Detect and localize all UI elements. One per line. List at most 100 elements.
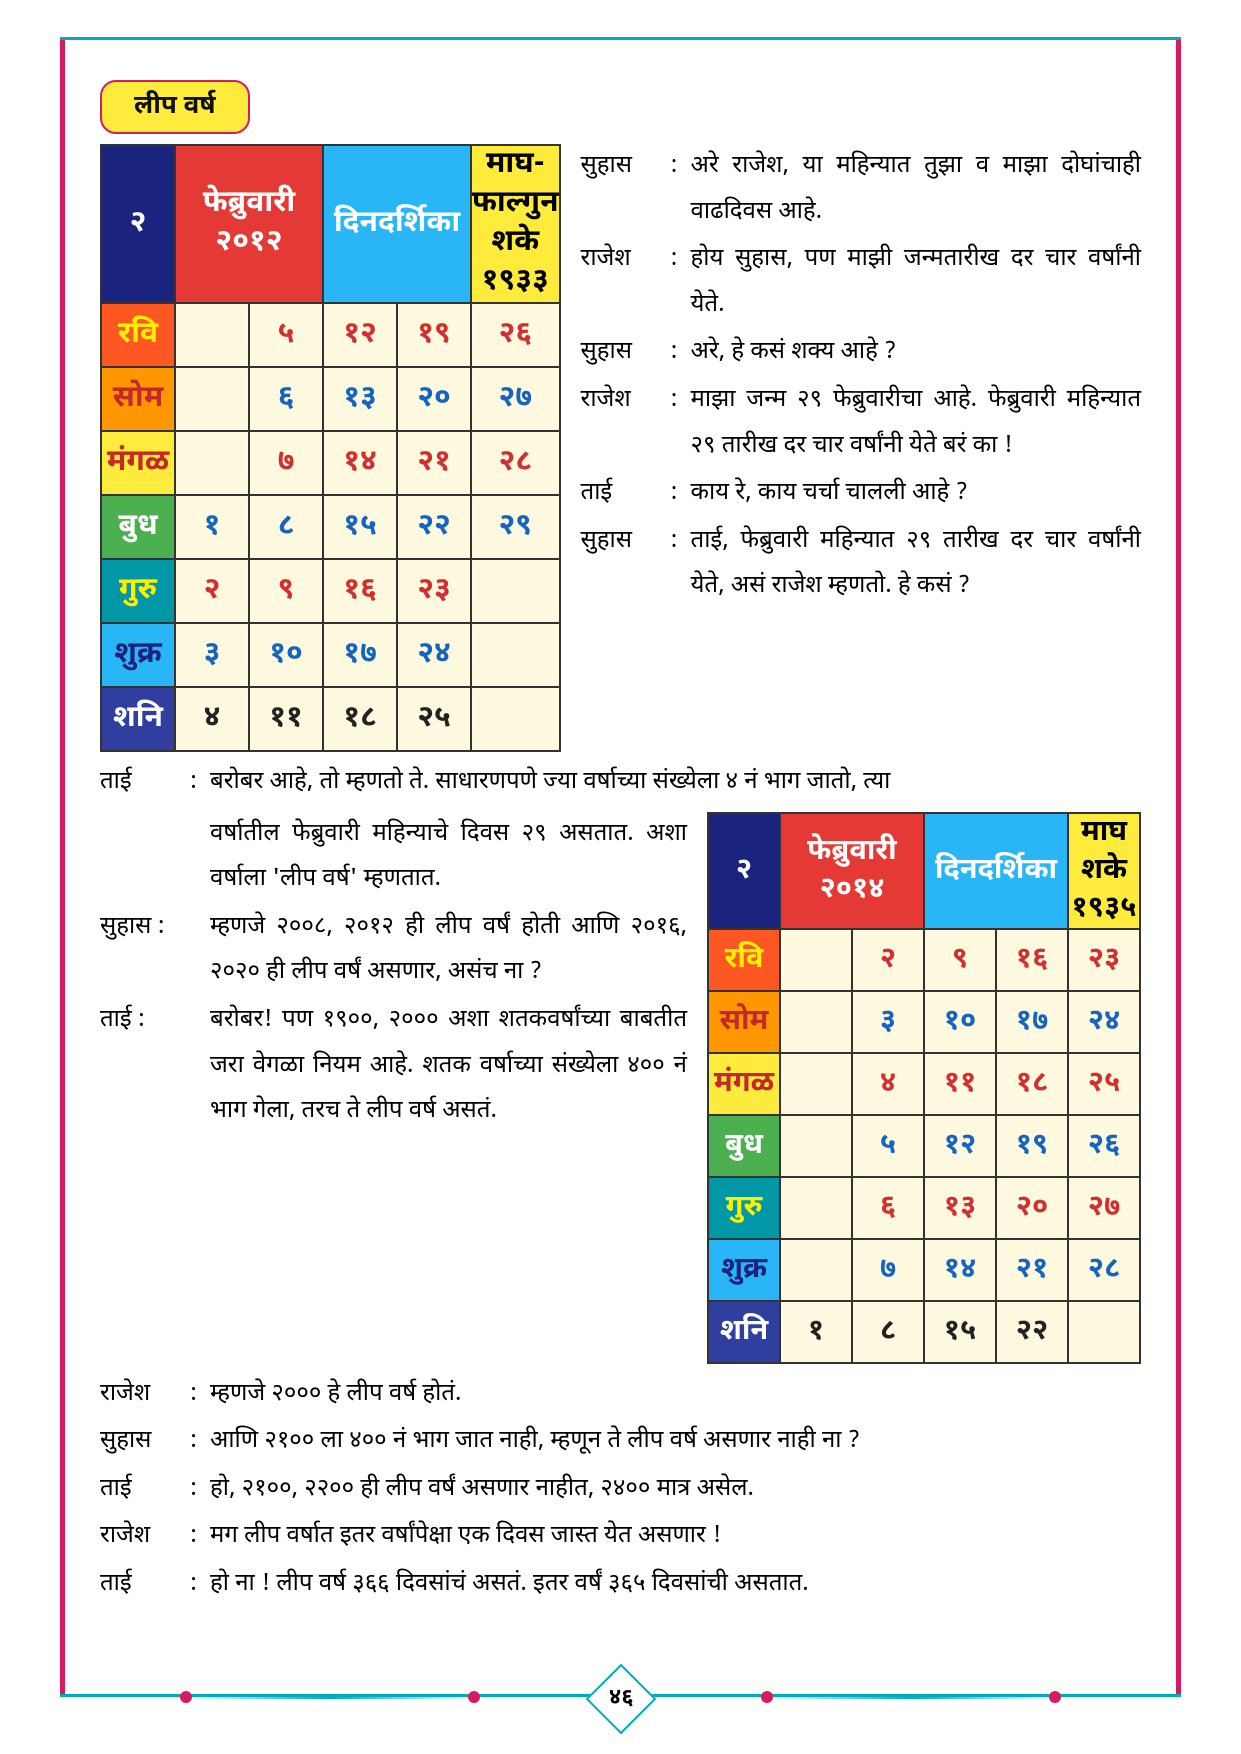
speaker: सुहास xyxy=(581,519,671,610)
cal-cell: ७ xyxy=(852,1239,924,1301)
speaker: ताई xyxy=(581,471,671,517)
speech: बरोबर आहे, तो म्हणतो ते. साधारणपणे ज्या … xyxy=(210,760,1141,806)
cal-cell: ८ xyxy=(249,495,323,559)
cal-cell: २९ xyxy=(471,495,560,559)
cal-cell: १३ xyxy=(924,1177,996,1239)
cal-cell: १८ xyxy=(323,687,397,751)
dialogue-row: ताई :बरोबर! पण १९००, २००० अशा शतकवर्षांच… xyxy=(100,998,687,1135)
dialogue-row: राजेश:म्हणजे २००० हे लीप वर्ष होतं. xyxy=(100,1372,1141,1418)
speaker: सुहास : xyxy=(100,905,210,996)
cal-cell: १० xyxy=(924,991,996,1053)
dialogue-row: राजेश:होय सुहास, पण माझी जन्मतारीख दर चा… xyxy=(581,237,1141,328)
cal-cell: २ xyxy=(175,559,249,623)
calendar-feb-2012: २फेब्रुवारी २०१२दिनदर्शिकामाघ-फाल्गुन शक… xyxy=(100,144,561,752)
cal-cell: २३ xyxy=(397,559,471,623)
colon: : xyxy=(671,330,691,376)
colon: : xyxy=(190,1372,210,1418)
cal-cell xyxy=(780,1115,852,1177)
dialogue-row: सुहास:ताई, फेब्रुवारी महिन्यात २९ तारीख … xyxy=(581,519,1141,610)
cal-cell xyxy=(1068,1301,1140,1363)
cal-cell: २८ xyxy=(1068,1239,1140,1301)
ornament-right xyxy=(761,1695,1061,1699)
cal-cell: १२ xyxy=(323,303,397,367)
cal-cell: १५ xyxy=(924,1301,996,1363)
dialogue-row: सुहास:आणि २१०० ला ४०० नं भाग जात नाही, म… xyxy=(100,1419,1141,1465)
cal-month: फेब्रुवारी २०१४ xyxy=(780,813,924,929)
day-label: रवि xyxy=(101,303,175,367)
day-label: शनि xyxy=(101,687,175,751)
cal-cell: ४ xyxy=(852,1053,924,1115)
day-label: रवि xyxy=(708,929,780,991)
cal-cell: ८ xyxy=(852,1301,924,1363)
cal-cell: २२ xyxy=(996,1301,1068,1363)
cal-cell: ७ xyxy=(249,431,323,495)
cal-cell: १९ xyxy=(996,1115,1068,1177)
cal-cell: ५ xyxy=(852,1115,924,1177)
speech: बरोबर! पण १९००, २००० अशा शतकवर्षांच्या ब… xyxy=(210,998,687,1135)
cal-cell: १ xyxy=(175,495,249,559)
cal-cell: २६ xyxy=(471,303,560,367)
speaker: ताई xyxy=(100,1467,190,1513)
speaker: ताई xyxy=(100,760,190,806)
colon: : xyxy=(671,144,691,235)
ornament-left xyxy=(180,1695,480,1699)
speech: मग लीप वर्षात इतर वर्षांपेक्षा एक दिवस ज… xyxy=(210,1514,1141,1560)
dialogue-row: सुहास :म्हणजे २००८, २०१२ ही लीप वर्षं हो… xyxy=(100,905,687,996)
speaker: सुहास xyxy=(581,144,671,235)
cal-cell: २७ xyxy=(471,367,560,431)
colon: : xyxy=(190,1419,210,1465)
cal-cell: ११ xyxy=(249,687,323,751)
day-label: मंगळ xyxy=(101,431,175,495)
dialogue-block-top: सुहास:अरे राजेश, या महिन्यात तुझा व माझा… xyxy=(581,144,1141,612)
speech: वर्षातील फेब्रुवारी महिन्याचे दिवस २९ अस… xyxy=(210,812,687,903)
speech: हो, २१००, २२०० ही लीप वर्षं असणार नाहीत,… xyxy=(210,1467,1141,1513)
speech: म्हणजे २००८, २०१२ ही लीप वर्षं होती आणि … xyxy=(210,905,687,996)
dialogue-row: ताई:हो ना ! लीप वर्ष ३६६ दिवसांचं असतं. … xyxy=(100,1562,1141,1608)
cal-din-label: दिनदर्शिका xyxy=(924,813,1068,929)
cal-corner: २ xyxy=(708,813,780,929)
dialogue-row: सुहास:अरे राजेश, या महिन्यात तुझा व माझा… xyxy=(581,144,1141,235)
cal-cell: १५ xyxy=(323,495,397,559)
speaker: सुहास xyxy=(581,330,671,376)
cal-cell: १२ xyxy=(924,1115,996,1177)
cal-cell: २१ xyxy=(996,1239,1068,1301)
cal-cell: १९ xyxy=(397,303,471,367)
cal-cell: २७ xyxy=(1068,1177,1140,1239)
cal-cell: २३ xyxy=(1068,929,1140,991)
speech: आणि २१०० ला ४०० नं भाग जात नाही, म्हणून … xyxy=(210,1419,1141,1465)
cal-cell: ११ xyxy=(924,1053,996,1115)
day-label: सोम xyxy=(101,367,175,431)
colon: : xyxy=(190,1467,210,1513)
cal-cell xyxy=(780,1053,852,1115)
cal-cell xyxy=(471,623,560,687)
speaker: राजेश xyxy=(100,1514,190,1560)
page-number: ४६ xyxy=(585,1664,656,1735)
day-label: गुरु xyxy=(101,559,175,623)
cal-cell: १ xyxy=(780,1301,852,1363)
speaker: ताई xyxy=(100,1562,190,1608)
speech: म्हणजे २००० हे लीप वर्ष होतं. xyxy=(210,1372,1141,1418)
day-label: बुध xyxy=(708,1115,780,1177)
cal-cell: ३ xyxy=(175,623,249,687)
day-label: शुक्र xyxy=(708,1239,780,1301)
speaker: सुहास xyxy=(100,1419,190,1465)
cal-cell: २८ xyxy=(471,431,560,495)
cal-cell xyxy=(471,559,560,623)
section-title-badge: लीप वर्ष xyxy=(100,80,250,134)
speech: माझा जन्म २९ फेब्रुवारीचा आहे. फेब्रुवार… xyxy=(691,378,1141,469)
dialogue-row: ताई:हो, २१००, २२०० ही लीप वर्षं असणार ना… xyxy=(100,1467,1141,1513)
cal-corner: २ xyxy=(101,145,175,303)
cal-cell xyxy=(780,929,852,991)
cal-cell: २५ xyxy=(1068,1053,1140,1115)
colon: : xyxy=(671,378,691,469)
speaker: राजेश xyxy=(581,378,671,469)
speech: काय रे, काय चर्चा चालली आहे ? xyxy=(691,471,1141,517)
colon: : xyxy=(671,471,691,517)
cal-cell: ५ xyxy=(249,303,323,367)
speaker: राजेश xyxy=(581,237,671,328)
cal-cell: २० xyxy=(397,367,471,431)
cal-cell: १७ xyxy=(323,623,397,687)
cal-cell xyxy=(780,991,852,1053)
cal-month: फेब्रुवारी २०१२ xyxy=(175,145,323,303)
cal-cell: १६ xyxy=(996,929,1068,991)
